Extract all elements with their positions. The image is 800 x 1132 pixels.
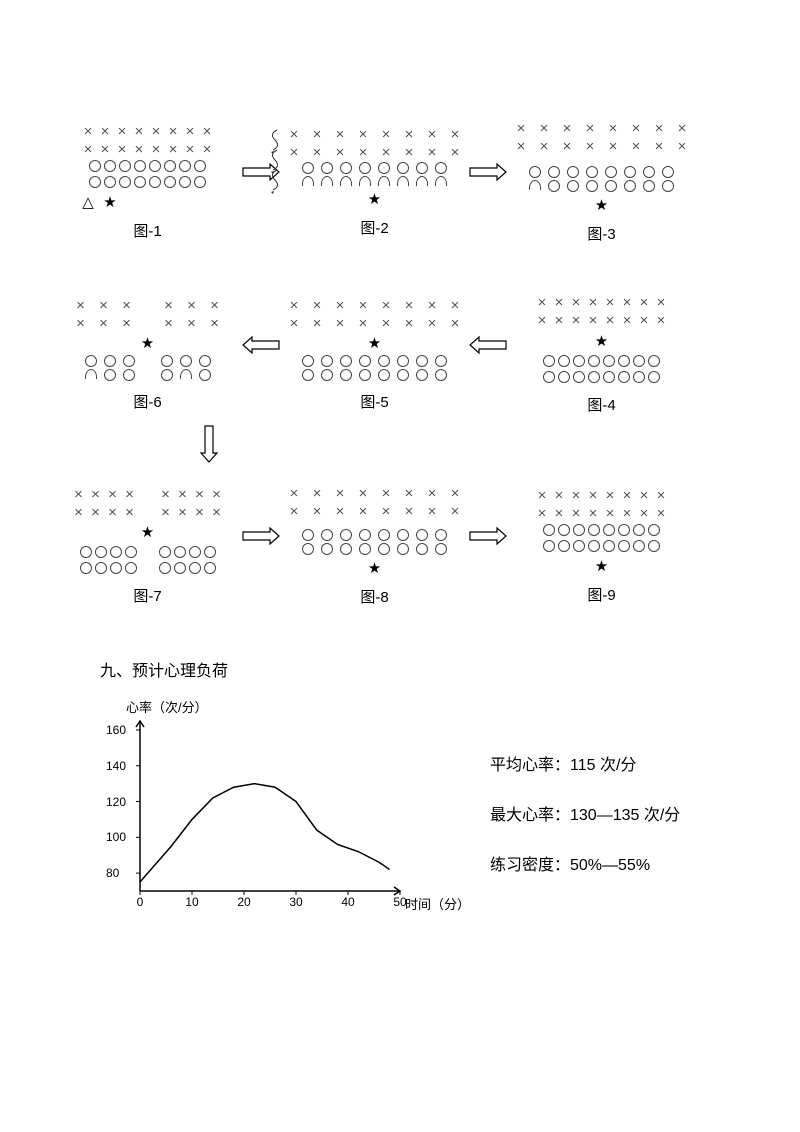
flow-row-1: 图-1 图-2 <box>60 120 740 244</box>
arrow-right-icon <box>468 162 508 182</box>
figure-2: 图-2 <box>287 126 462 238</box>
figure-8: 图-8 <box>287 485 462 607</box>
star-icon <box>140 525 156 541</box>
y-tick: 120 <box>106 795 126 809</box>
avg-heart-rate: 平均心率：115 次/分 <box>490 751 680 775</box>
arrow-down-icon <box>200 425 220 465</box>
x-tick: 0 <box>137 895 144 909</box>
y-tick: 100 <box>106 830 126 844</box>
figure-label: 图-2 <box>360 217 388 238</box>
arrow-right-icon <box>241 526 281 546</box>
figure-label: 图-3 <box>587 223 615 244</box>
x-tick: 30 <box>289 895 302 909</box>
star-icon <box>594 197 610 213</box>
exercise-density: 练习密度：50%—55% <box>490 851 680 875</box>
figure-label: 图-4 <box>587 394 615 415</box>
y-axis-label: 心率（次/分） <box>126 697 208 716</box>
star-icon <box>594 558 610 574</box>
figure-label: 图-6 <box>133 391 161 412</box>
figure-4: 图-4 <box>514 294 689 415</box>
star-icon <box>367 335 383 351</box>
triangle-icon <box>80 194 96 210</box>
star-icon <box>594 333 610 349</box>
stats-panel: 平均心率：115 次/分 最大心率：130—135 次/分 练习密度：50%—5… <box>490 751 680 875</box>
x-tick: 10 <box>185 895 198 909</box>
figure-5: 图-5 <box>287 297 462 412</box>
x-tick: 20 <box>237 895 250 909</box>
y-tick: 140 <box>106 759 126 773</box>
figure-7: 图-7 <box>60 487 235 606</box>
figure-label: 图-5 <box>360 391 388 412</box>
flow-row-3: 图-7 图-8 <box>60 485 740 607</box>
figure-label: 图-1 <box>133 220 161 241</box>
star-icon <box>140 335 156 351</box>
heart-rate-chart: 心率（次/分） 8010012014016001020304050 时间（分） <box>100 701 430 921</box>
chart-plot: 8010012014016001020304050 <box>140 721 400 891</box>
flow-row-2: 图-6 图-5 图-4 <box>60 294 740 415</box>
figure-6: 图-6 <box>60 297 235 412</box>
y-tick: 80 <box>106 866 119 880</box>
figure-label: 图-8 <box>360 586 388 607</box>
star-icon <box>367 560 383 576</box>
x-tick: 40 <box>341 895 354 909</box>
figure-3: 图-3 <box>514 120 689 244</box>
arrow-left-icon <box>241 335 281 355</box>
max-heart-rate: 最大心率：130—135 次/分 <box>490 801 680 825</box>
star-icon <box>367 191 383 207</box>
heart-rate-section: 心率（次/分） 8010012014016001020304050 时间（分） … <box>0 701 800 921</box>
y-tick: 160 <box>106 723 126 737</box>
formation-flow-diagram: 图-1 图-2 <box>0 120 800 607</box>
arrow-right-icon <box>468 526 508 546</box>
curvy-arrows-icon <box>263 126 283 196</box>
figure-label: 图-7 <box>133 585 161 606</box>
figure-label: 图-9 <box>587 584 615 605</box>
arrow-left-icon <box>468 335 508 355</box>
figure-1: 图-1 <box>60 123 235 241</box>
section-heading: 九、预计心理负荷 <box>0 657 800 681</box>
star-icon <box>102 194 118 210</box>
x-axis-label: 时间（分） <box>405 894 470 913</box>
figure-9: 图-9 <box>514 487 689 605</box>
